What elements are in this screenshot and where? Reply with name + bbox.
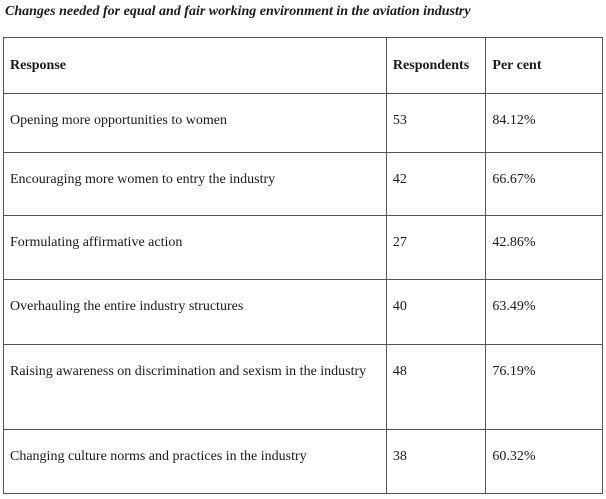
row-respondents: 38 [385, 429, 487, 494]
table-row: Raising awareness on discrimination and … [3, 344, 603, 430]
row-percent: 84.12% [485, 93, 603, 153]
row-respondents: 48 [385, 344, 487, 430]
table-header-row: Response Respondents Per cent [3, 37, 603, 94]
row-respondents: 53 [385, 93, 487, 153]
row-response: Formulating affirmative action [10, 235, 183, 250]
row-respondents: 42 [385, 152, 487, 216]
responses-table: Response Respondents Per cent Opening mo… [3, 37, 603, 494]
table-row: Encouraging more women to entry the indu… [3, 152, 603, 216]
row-respondents: 40 [385, 279, 487, 345]
row-percent: 63.49% [485, 279, 603, 345]
table-row: Opening more opportunities to women 53 8… [3, 93, 603, 153]
table-row: Changing culture norms and practices in … [3, 429, 603, 494]
row-response: Changing culture norms and practices in … [10, 449, 307, 464]
table-row: Formulating affirmative action 27 42.86% [3, 215, 603, 280]
table-row: Overhauling the entire industry structur… [3, 279, 603, 345]
row-respondents: 27 [385, 215, 487, 280]
row-percent: 42.86% [485, 215, 603, 280]
header-respondents: Respondents [385, 37, 487, 94]
row-response: Raising awareness on discrimination and … [10, 364, 367, 379]
header-percent: Per cent [485, 37, 603, 94]
row-response: Overhauling the entire industry structur… [10, 299, 244, 314]
row-percent: 60.32% [485, 429, 603, 494]
row-percent: 76.19% [485, 344, 603, 430]
row-response: Opening more opportunities to women [10, 113, 227, 128]
row-percent: 66.67% [485, 152, 603, 216]
row-response: Encouraging more women to entry the indu… [10, 172, 276, 187]
header-response: Response [3, 37, 387, 94]
table-caption: Changes needed for equal and fair workin… [5, 4, 471, 19]
